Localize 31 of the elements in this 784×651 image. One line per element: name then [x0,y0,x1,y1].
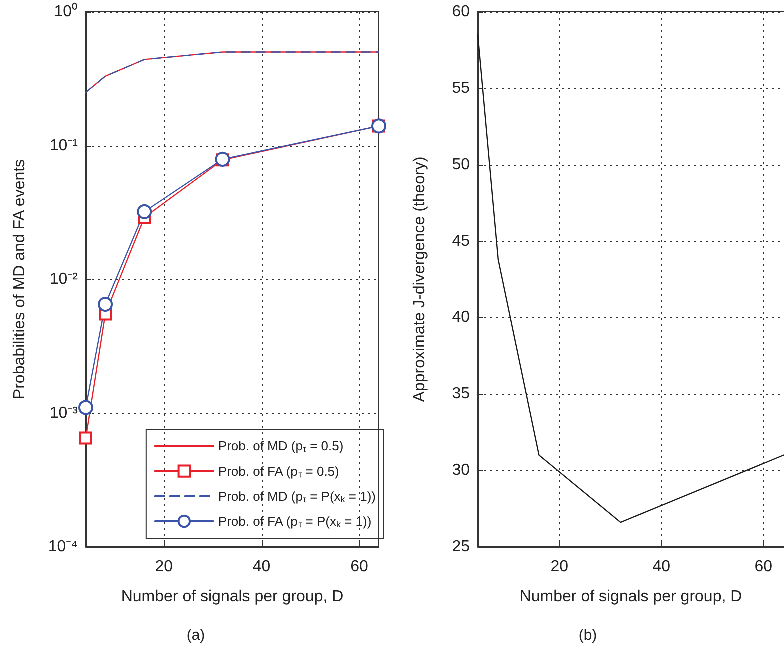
x-axis-title: Number of signals per group, D [121,588,344,606]
y-tick-label: 40 [452,309,470,326]
y-tick-label: 10⁰ [54,2,78,20]
y-tick-label: 10⁻⁴ [48,538,78,556]
y-tick-label: 45 [452,232,470,250]
text: (b) [578,627,598,644]
y-tick-label: 10⁻³ [50,404,79,422]
y-tick-label: 50 [452,156,470,174]
y-tick-label: 10⁻² [50,271,79,288]
y-axis-title: Approximate J-divergence (theory) [412,156,428,402]
x-tick-label: 20 [155,558,174,576]
line-series [477,34,784,524]
y-tick-label: 10⁻¹ [50,137,78,154]
x-axis-title: Number of signals per group, D [520,588,742,606]
y-tick-label: 30 [452,462,470,480]
point [98,297,114,312]
x-tick-label: 60 [350,558,368,576]
x-tick-label: 60 [754,558,773,576]
y-tick-label: 35 [452,386,470,403]
point [80,432,92,445]
y-tick-label: 60 [452,4,470,20]
x-tick-label: 20 [550,558,569,576]
point [78,400,94,416]
text: (a) [186,627,206,644]
point [137,204,152,220]
line-series [85,52,380,94]
y-tick-label: 55 [452,80,470,97]
x-tick-label: 40 [252,558,271,576]
x-tick-label: 40 [652,558,671,576]
y-tick-label: 25 [452,538,470,556]
y-axis-title: Probabilities of MD and FA events [12,159,28,400]
